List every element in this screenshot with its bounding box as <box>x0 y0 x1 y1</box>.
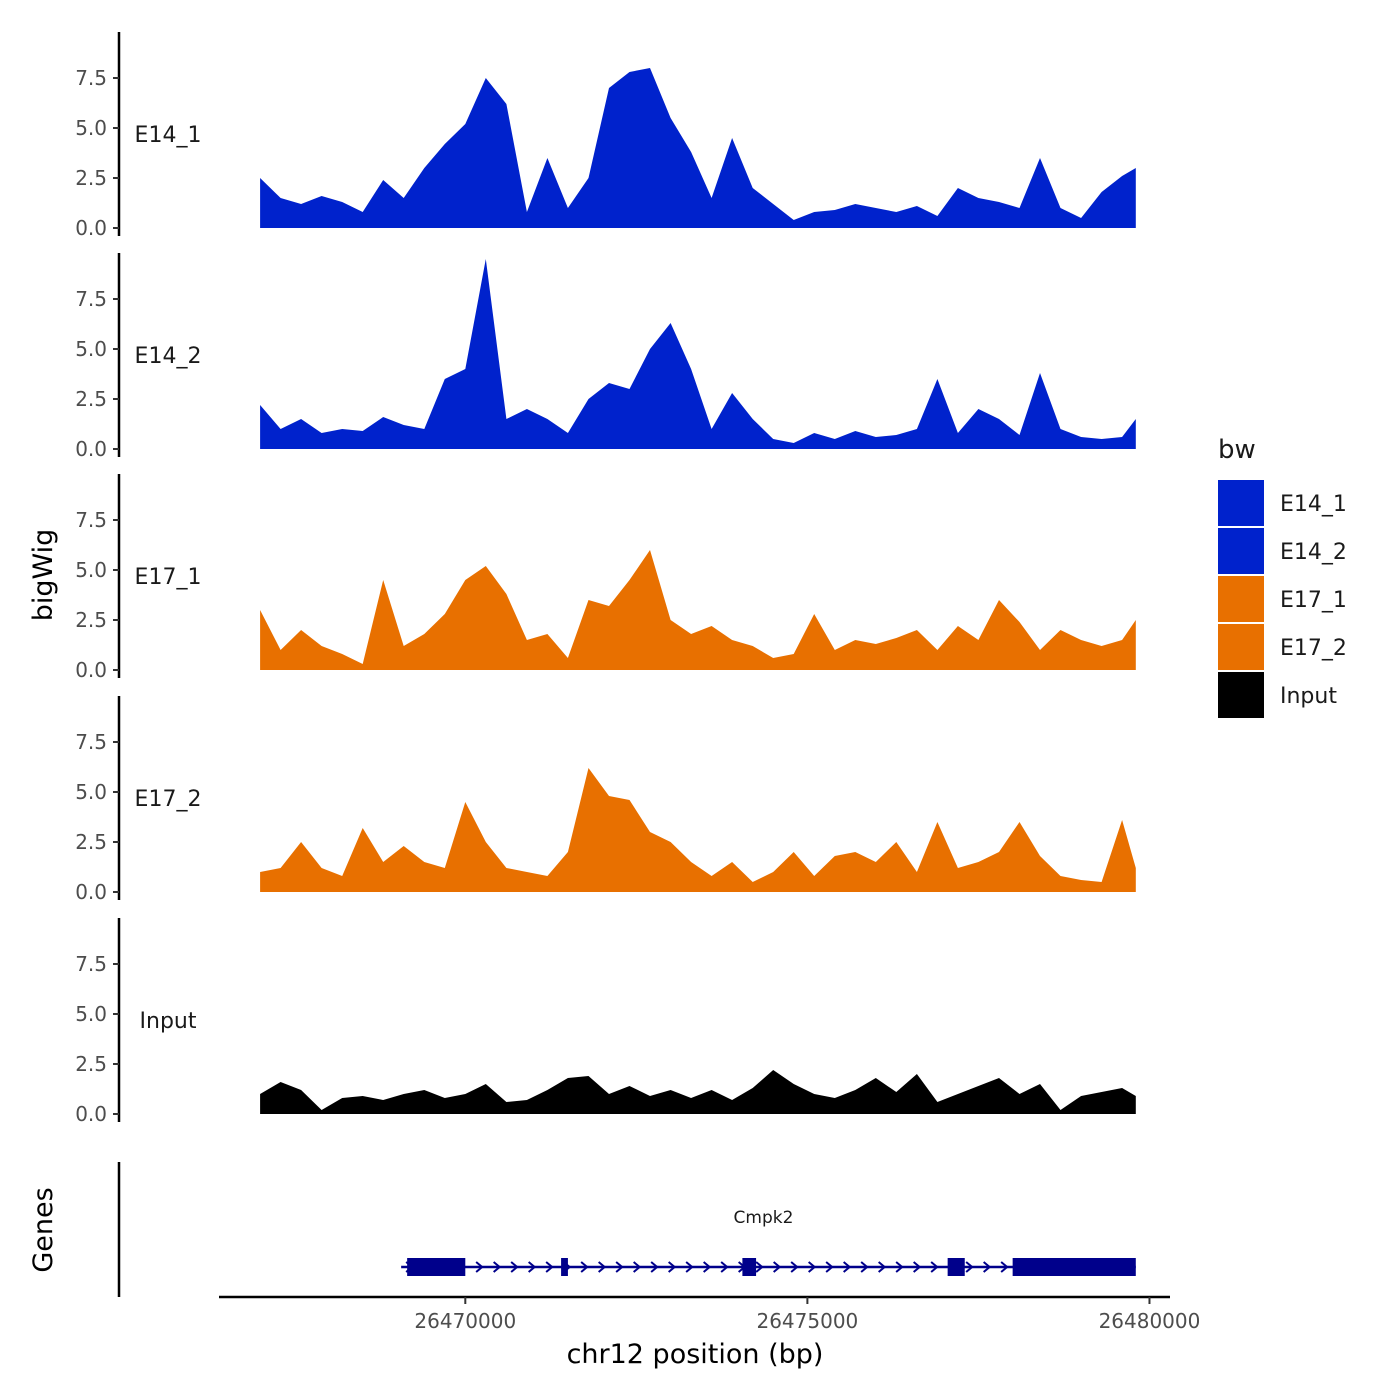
legend-key-e17-1 <box>1218 576 1264 622</box>
coverage-area-e17-2 <box>260 768 1136 892</box>
y-tick-label: 0.0 <box>75 437 107 461</box>
y-tick-label: 5.0 <box>75 337 107 361</box>
y-tick-label: 7.5 <box>75 508 107 532</box>
legend-label: E14_1 <box>1280 492 1347 517</box>
y-tick-label: 0.0 <box>75 658 107 682</box>
strand-arrow <box>808 1261 817 1273</box>
strand-arrow <box>668 1261 677 1273</box>
track-label: Input <box>140 1009 197 1034</box>
strand-arrow <box>983 1261 992 1273</box>
strand-arrow <box>615 1261 624 1273</box>
y-tick-label: 2.5 <box>75 166 107 190</box>
gene-name-label: Cmpk2 <box>734 1208 794 1228</box>
track-input: 0.0 2.5 5.0 7.5 Input <box>75 918 1136 1126</box>
strand-arrow <box>720 1261 729 1273</box>
x-axis-title: chr12 position (bp) <box>567 1339 824 1370</box>
strand-arrow <box>843 1261 852 1273</box>
y-tick-label: 0.0 <box>75 1102 107 1126</box>
x-tick-label: 26475000 <box>756 1309 858 1333</box>
y-tick-label: 5.0 <box>75 116 107 140</box>
y-tick-label: 5.0 <box>75 1002 107 1026</box>
gene-track: Cmpk2 <box>117 1162 1136 1297</box>
strand-arrow <box>860 1261 869 1273</box>
legend-key-e17-2 <box>1218 624 1264 670</box>
y-tick-label: 5.0 <box>75 558 107 582</box>
strand-arrow <box>580 1261 589 1273</box>
y-tick-label: 7.5 <box>75 287 107 311</box>
track-e14-1: 0.0 2.5 5.0 7.5 E14_1 <box>75 32 1136 240</box>
strand-arrow <box>773 1261 782 1273</box>
y-tick-label: 0.0 <box>75 216 107 240</box>
legend-title: bw <box>1218 435 1256 465</box>
genes-axis-title: Genes <box>28 1187 59 1272</box>
track-e17-1: 0.0 2.5 5.0 7.5 E17_1 <box>75 474 1136 682</box>
strand-arrow <box>825 1261 834 1273</box>
y-tick-label: 7.5 <box>75 66 107 90</box>
y-tick-label: 7.5 <box>75 730 107 754</box>
strand-arrow <box>703 1261 712 1273</box>
legend-label: E17_1 <box>1280 588 1347 613</box>
y-tick-label: 2.5 <box>75 1052 107 1076</box>
y-tick-label: 7.5 <box>75 952 107 976</box>
legend: bw E14_1 E14_2 E17_1 E17_2 Input <box>1218 435 1347 718</box>
y-tick-label: 2.5 <box>75 387 107 411</box>
legend-key-e14-1 <box>1218 480 1264 526</box>
coverage-area-e14-2 <box>260 259 1136 449</box>
strand-arrow <box>545 1261 554 1273</box>
strand-arrow <box>930 1261 939 1273</box>
gene-exon <box>407 1258 466 1276</box>
track-label: E14_1 <box>135 123 202 148</box>
strand-arrow <box>1000 1261 1009 1273</box>
strand-arrow <box>965 1261 974 1273</box>
track-label: E17_2 <box>135 787 202 812</box>
track-label: E14_2 <box>135 344 202 369</box>
strand-arrow <box>685 1261 694 1273</box>
coverage-tracks: 0.0 2.5 5.0 7.5 E14_1 0.0 2.5 5.0 7.5 E14_2 0.0 2.5… <box>75 32 1136 1126</box>
strand-arrow <box>493 1261 502 1273</box>
gene-exon <box>947 1258 965 1276</box>
strand-arrow <box>650 1261 659 1273</box>
y-tick-label: 0.0 <box>75 880 107 904</box>
strand-arrow <box>755 1261 764 1273</box>
gene-exon <box>1012 1258 1136 1276</box>
y-tick-label: 2.5 <box>75 608 107 632</box>
strand-arrow <box>633 1261 642 1273</box>
gene-exon <box>561 1258 568 1276</box>
y-tick-label: 2.5 <box>75 830 107 854</box>
legend-key-input <box>1218 672 1264 718</box>
strand-arrow <box>913 1261 922 1273</box>
legend-label: E14_2 <box>1280 540 1347 565</box>
x-tick-label: 26480000 <box>1099 1309 1201 1333</box>
coverage-area-e14-1 <box>260 68 1136 228</box>
strand-arrow <box>895 1261 904 1273</box>
coverage-area-input <box>260 1070 1136 1114</box>
strand-arrow <box>598 1261 607 1273</box>
gene-exon <box>742 1258 757 1276</box>
track-e14-2: 0.0 2.5 5.0 7.5 E14_2 <box>75 253 1136 461</box>
y-tick-label: 5.0 <box>75 780 107 804</box>
x-tick-label: 26470000 <box>414 1309 516 1333</box>
strand-arrow <box>790 1261 799 1273</box>
strand-arrow <box>528 1261 537 1273</box>
track-label: E17_1 <box>135 565 202 590</box>
legend-label: E17_2 <box>1280 636 1347 661</box>
strand-arrow <box>475 1261 484 1273</box>
strand-arrow <box>510 1261 519 1273</box>
track-e17-2: 0.0 2.5 5.0 7.5 E17_2 <box>75 696 1136 904</box>
legend-key-e14-2 <box>1218 528 1264 574</box>
strand-arrow <box>878 1261 887 1273</box>
coverage-area-e17-1 <box>260 550 1136 670</box>
y-axis-title: bigWig <box>28 529 59 622</box>
x-axis: 26470000 26475000 26480000 <box>219 1295 1201 1333</box>
legend-label: Input <box>1280 684 1337 709</box>
